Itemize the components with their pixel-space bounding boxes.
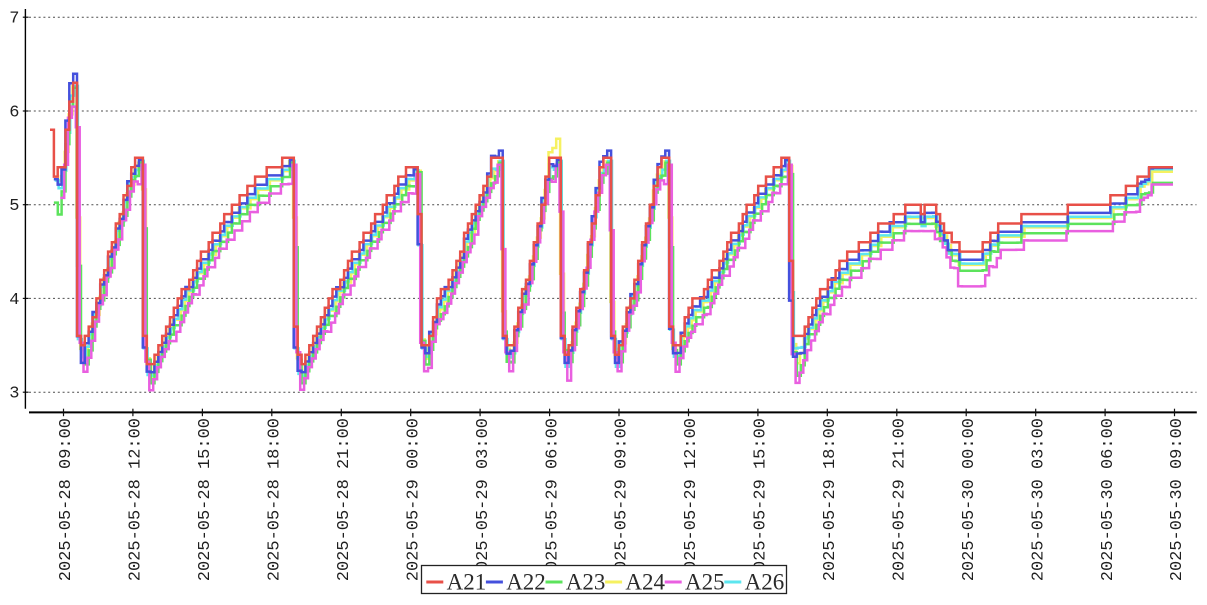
svg-text:2025-05-29 06:00: 2025-05-29 06:00 (543, 418, 562, 581)
svg-text:A22: A22 (506, 569, 546, 594)
svg-text:2025-05-28 12:00: 2025-05-28 12:00 (127, 418, 146, 581)
svg-text:2025-05-30 06:00: 2025-05-30 06:00 (1099, 418, 1118, 581)
svg-text:A25: A25 (685, 569, 725, 594)
svg-text:2025-05-30 00:00: 2025-05-30 00:00 (960, 418, 979, 581)
svg-text:6: 6 (9, 104, 19, 123)
svg-text:2025-05-30 09:00: 2025-05-30 09:00 (1168, 418, 1187, 581)
svg-text:2025-05-28 21:00: 2025-05-28 21:00 (335, 418, 354, 581)
svg-text:2025-05-29 09:00: 2025-05-29 09:00 (613, 418, 632, 581)
svg-text:2025-05-29 15:00: 2025-05-29 15:00 (752, 418, 771, 581)
svg-text:2025-05-28 15:00: 2025-05-28 15:00 (196, 418, 215, 581)
svg-text:2025-05-29 12:00: 2025-05-29 12:00 (682, 418, 701, 581)
svg-text:2025-05-30 03:00: 2025-05-30 03:00 (1029, 418, 1048, 581)
svg-text:2025-05-29 03:00: 2025-05-29 03:00 (474, 418, 493, 581)
svg-text:3: 3 (9, 385, 19, 404)
svg-text:2025-05-28 09:00: 2025-05-28 09:00 (57, 418, 76, 581)
svg-text:A26: A26 (745, 569, 785, 594)
svg-text:4: 4 (9, 291, 19, 310)
svg-text:2025-05-29 18:00: 2025-05-29 18:00 (821, 418, 840, 581)
svg-text:A23: A23 (566, 569, 606, 594)
svg-text:7: 7 (9, 10, 19, 29)
svg-text:2025-05-29 21:00: 2025-05-29 21:00 (891, 418, 910, 581)
svg-text:A24: A24 (625, 569, 665, 594)
svg-text:2025-05-28 18:00: 2025-05-28 18:00 (266, 418, 285, 581)
svg-text:A21: A21 (447, 569, 487, 594)
svg-text:2025-05-29 00:00: 2025-05-29 00:00 (404, 418, 423, 581)
svg-text:5: 5 (9, 197, 19, 216)
